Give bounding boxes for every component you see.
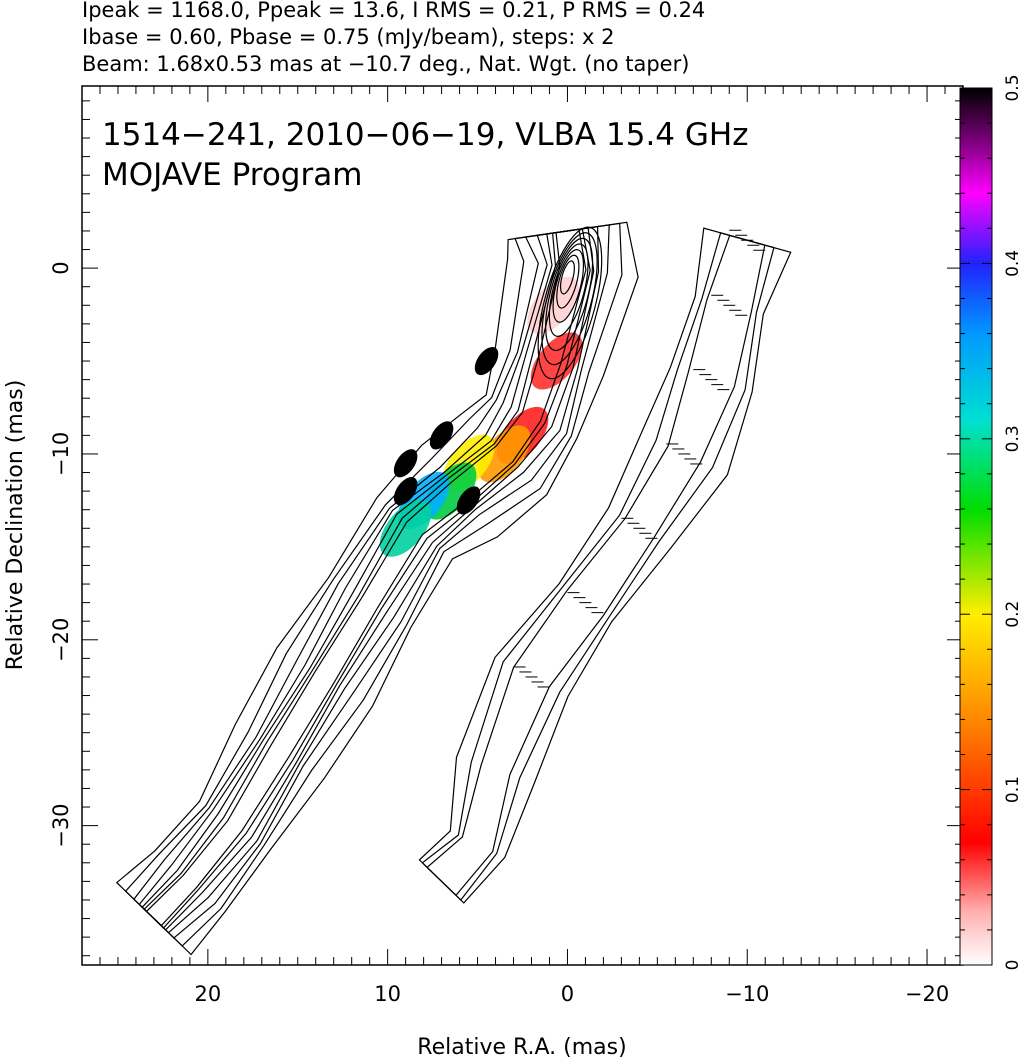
colorbar-label: 0.3 bbox=[1003, 425, 1022, 452]
colorbar-label: 0.2 bbox=[1003, 601, 1022, 628]
pol-contour bbox=[418, 227, 792, 904]
header-line-beam: Beam: 1.68x0.53 mas at −10.7 deg., Nat. … bbox=[82, 52, 690, 76]
pol-contour bbox=[421, 232, 775, 901]
colorbar-label: 0 bbox=[1003, 960, 1022, 971]
y-axis-label: Relative Declination (mas) bbox=[3, 380, 28, 671]
plot-title: 1514−241, 2010−06−19, VLBA 15.4 GHz bbox=[102, 117, 748, 153]
core-contour bbox=[559, 260, 575, 295]
intensity-contour bbox=[145, 228, 587, 927]
plot-subtitle: MOJAVE Program bbox=[102, 157, 362, 193]
y-tick-label: −30 bbox=[49, 803, 73, 847]
core-contour bbox=[545, 237, 594, 352]
core-contour bbox=[548, 243, 589, 337]
core-contour bbox=[552, 249, 585, 323]
y-tick-label: 0 bbox=[49, 261, 73, 274]
polarization-color-patch bbox=[530, 332, 583, 390]
x-tick-label: −10 bbox=[725, 982, 769, 1006]
high-fraction-patch bbox=[393, 477, 418, 506]
header-line-peaks: Ipeak = 1168.0, Ppeak = 13.6, I RMS = 0.… bbox=[82, 0, 706, 22]
x-tick-label: 10 bbox=[374, 982, 401, 1006]
x-axis-label: Relative R.A. (mas) bbox=[417, 1035, 626, 1060]
core-contour bbox=[537, 226, 603, 380]
x-tick-label: 20 bbox=[194, 982, 221, 1006]
intensity-contour bbox=[133, 224, 610, 939]
intensity-contour bbox=[124, 222, 623, 947]
high-fraction-patch bbox=[456, 486, 481, 515]
core-contour bbox=[541, 232, 598, 366]
colorbar bbox=[959, 87, 993, 966]
axis-ticks: 20 10 0 −10 −20 0 −10 −20 −30 bbox=[49, 86, 964, 1006]
y-tick-label: −10 bbox=[49, 432, 73, 476]
high-fraction-patch bbox=[474, 346, 499, 376]
intensity-contour bbox=[143, 228, 591, 929]
fractional-polarization-color-layer bbox=[379, 276, 583, 557]
intensity-contour bbox=[138, 225, 600, 934]
polarization-color-patch bbox=[379, 499, 432, 557]
colorbar-label: 0.4 bbox=[1003, 250, 1022, 277]
polarization-contours bbox=[418, 227, 792, 904]
core-contour bbox=[556, 254, 580, 309]
intensity-contours bbox=[115, 221, 639, 956]
plot-frame bbox=[81, 85, 964, 966]
colorbar-label: 0.5 bbox=[1003, 74, 1022, 101]
colorbar-ticks: 0 0.1 0.2 0.3 0.4 0.5 bbox=[960, 74, 1022, 970]
polarization-color-patch bbox=[478, 425, 531, 483]
intensity-contour bbox=[115, 221, 639, 956]
x-tick-label: 0 bbox=[561, 982, 574, 1006]
colorbar-label: 0.1 bbox=[1003, 776, 1022, 803]
pol-contour bbox=[426, 234, 766, 897]
header-line-base: Ibase = 0.60, Pbase = 0.75 (mJy/beam), s… bbox=[82, 25, 615, 49]
intensity-contour bbox=[141, 227, 595, 931]
x-tick-label: −20 bbox=[905, 982, 949, 1006]
y-tick-label: −20 bbox=[49, 618, 73, 662]
